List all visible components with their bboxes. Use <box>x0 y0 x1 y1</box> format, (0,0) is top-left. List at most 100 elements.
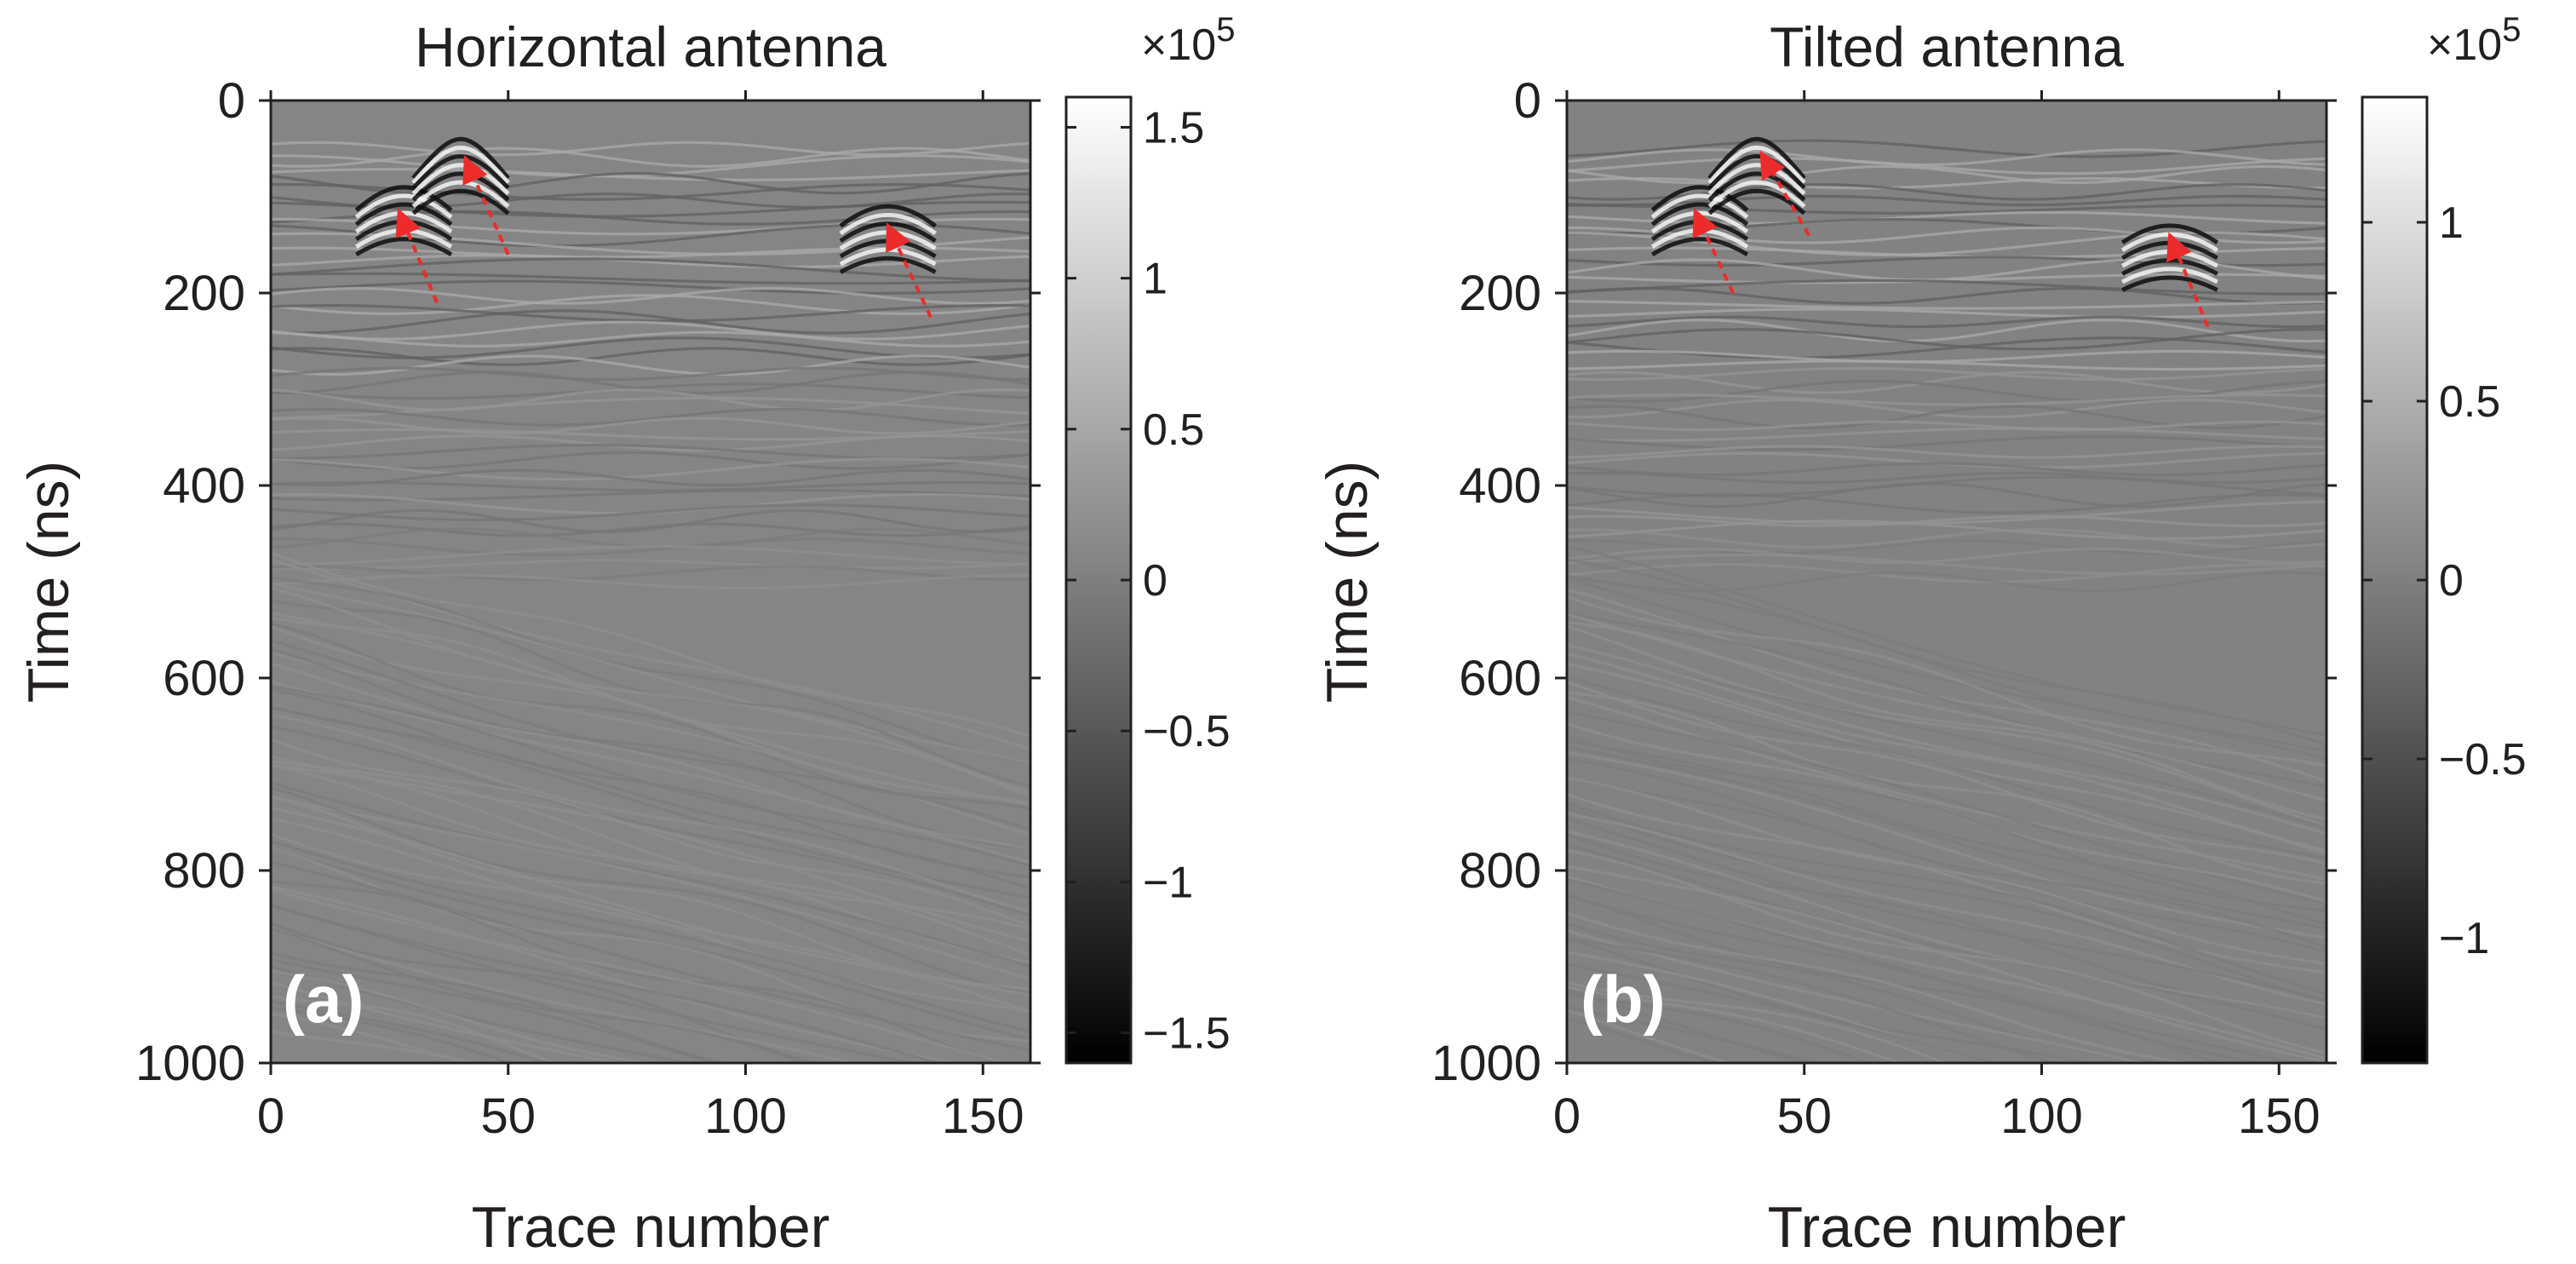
reflector-line <box>1567 806 2326 1003</box>
panel-b-colorbar-ticks: 1 0.5 0 −0.5 −1 <box>2362 198 2527 963</box>
reflector-line <box>271 503 1030 522</box>
reflector-line <box>1567 624 2326 828</box>
reflector-line <box>1567 371 2326 394</box>
panel-a-ticks: 0 50 100 150 0 200 400 600 800 1000 <box>135 73 1041 1144</box>
panel-a-xlabel: Trace number <box>472 1195 830 1260</box>
hyperbola-line <box>411 163 510 196</box>
reflector-line <box>271 573 1030 590</box>
reflector-line <box>271 257 1030 283</box>
hyperbola-line <box>2120 223 2219 244</box>
reflector-line <box>1567 911 2194 1063</box>
reflector-line <box>271 508 1030 533</box>
reflector-line <box>271 582 1030 765</box>
reflection-arrow <box>462 155 510 256</box>
reflector-line <box>271 434 1030 452</box>
reflector-line <box>1567 328 2326 351</box>
reflector-line <box>271 407 1030 427</box>
reflector-line <box>271 168 1030 181</box>
reflector-line <box>271 688 1030 879</box>
reflector-line <box>271 786 1030 996</box>
reflector-line <box>1567 204 2326 215</box>
y-tick-label: 800 <box>1459 843 1541 899</box>
reflector-line <box>1567 745 2326 930</box>
hyperbola-line <box>1650 193 1749 219</box>
hyperbola-line <box>1707 188 1806 215</box>
reflector-line <box>271 817 1030 1014</box>
reflector-line <box>1567 471 2326 485</box>
reflector-line <box>1567 500 2326 526</box>
hyperbola-line <box>355 237 453 257</box>
reflector-line <box>271 303 1030 323</box>
reflector-line <box>271 880 1004 1063</box>
hyperbola-line <box>411 180 510 209</box>
reflector-line <box>271 713 1030 914</box>
reflector-line <box>1567 675 2326 860</box>
colorbar-tick-label: 0.5 <box>2439 377 2500 427</box>
colorbar-tick-label: 1 <box>1143 255 1168 304</box>
reflector-line <box>271 382 1030 400</box>
reflector-line <box>271 1006 514 1063</box>
panel-b-colorbar-gradient <box>2361 95 2429 1065</box>
reflector-line <box>271 522 1030 537</box>
reflector-line <box>1567 493 2326 514</box>
x-tick-label: 0 <box>1553 1089 1581 1144</box>
reflector-line <box>271 647 1030 851</box>
panel-b-colorbar: 1 0.5 0 −0.5 −1 ×105 <box>2361 11 2527 1065</box>
y-tick-label: 1000 <box>1431 1036 1541 1091</box>
panel-a-label: (a) <box>283 962 364 1037</box>
reflector-line <box>1567 849 2326 1054</box>
reflector-line <box>1567 621 2326 821</box>
reflector-line <box>271 725 1030 917</box>
reflector-line <box>271 417 1030 435</box>
reflector-line <box>1567 427 2326 442</box>
x-tick-label: 150 <box>2238 1089 2321 1144</box>
reflector-line <box>1567 420 2326 432</box>
reflector-line <box>271 795 1030 980</box>
reflector-line <box>271 1030 482 1063</box>
hyperbola-line <box>1707 163 1806 196</box>
reflector-line <box>1567 528 2326 549</box>
reflector-line <box>1567 286 2326 305</box>
x-tick-label: 50 <box>1776 1089 1832 1144</box>
x-tick-label: 50 <box>480 1089 536 1144</box>
x-tick-label: 0 <box>257 1089 284 1144</box>
reflector-line <box>271 980 624 1063</box>
y-tick-label: 600 <box>1459 651 1541 706</box>
reflector-line <box>271 951 730 1063</box>
reflector-line <box>1567 405 2326 430</box>
colorbar-tick-label: −1.5 <box>1143 1009 1231 1059</box>
reflector-line <box>1567 307 2326 319</box>
panel-b-arrows <box>1692 150 2210 328</box>
reflector-line <box>1567 993 1873 1063</box>
reflector-line <box>1567 558 2326 746</box>
reflector-line <box>271 904 942 1063</box>
reflector-line <box>1567 164 2326 185</box>
reflector-line <box>271 294 1030 316</box>
reflector-line <box>1567 681 2326 865</box>
reflector-line <box>271 272 1030 285</box>
colorbar-tick-label: −0.5 <box>1143 707 1231 756</box>
panel-a-title: Horizontal antenna <box>415 15 886 78</box>
reflector-line <box>271 330 1030 348</box>
reflector-line <box>1567 757 2326 949</box>
reflector-line <box>1567 177 2326 190</box>
reflector-line <box>1567 300 2326 310</box>
panel-a-plot <box>271 101 1030 1063</box>
reflector-line <box>1567 612 2326 802</box>
reflector-line <box>271 565 1030 582</box>
reflection-arrow <box>1692 208 1735 294</box>
reflector-line <box>1567 894 2264 1063</box>
reflector-line <box>1567 394 2326 406</box>
panel-b: Tilted antenna 0 50 100 1500200400600800100… <box>1315 11 2527 1260</box>
reflector-line <box>271 760 1030 931</box>
panel-a: Horizontal antenna 0 50 100 150020040060080… <box>16 11 1235 1260</box>
reflector-line <box>1567 612 2326 789</box>
reflector-line <box>1567 830 2326 1020</box>
reflector-line <box>1567 562 2326 583</box>
colorbar-tick-label: 0 <box>2439 556 2464 606</box>
reflector-line <box>1567 1017 1718 1063</box>
reflector-line <box>271 551 1030 738</box>
reflector-line <box>271 840 1030 1033</box>
hyperbola-line <box>1651 237 1749 257</box>
